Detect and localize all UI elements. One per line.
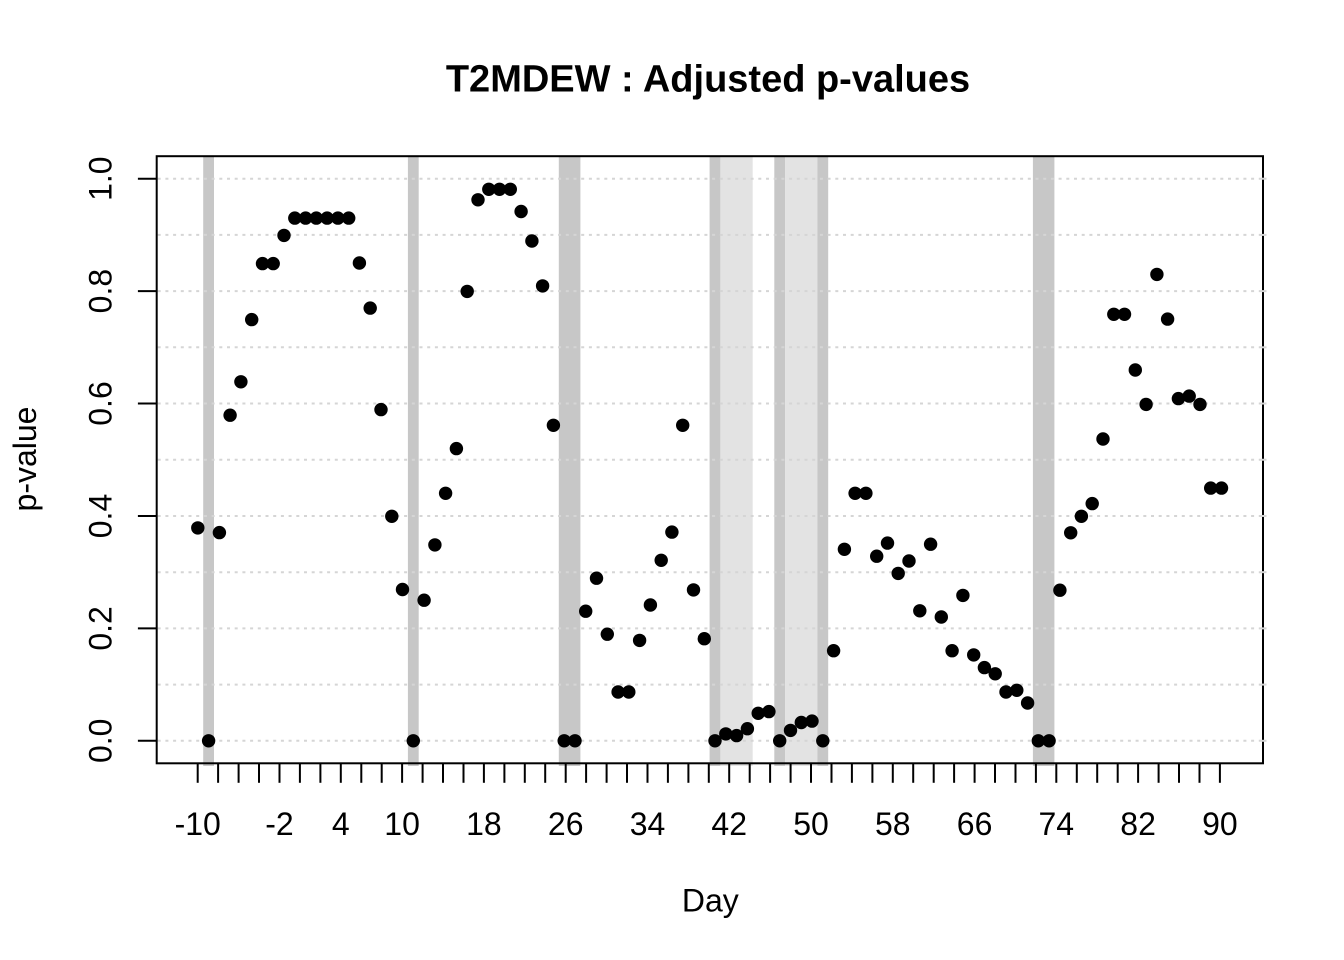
svg-text:42: 42 — [711, 806, 747, 842]
svg-text:4: 4 — [332, 806, 350, 842]
svg-text:10: 10 — [384, 806, 420, 842]
svg-text:-10: -10 — [175, 806, 221, 842]
svg-text:26: 26 — [548, 806, 584, 842]
svg-text:1.0: 1.0 — [83, 156, 119, 200]
svg-text:66: 66 — [957, 806, 993, 842]
svg-text:82: 82 — [1120, 806, 1156, 842]
svg-text:0.0: 0.0 — [83, 719, 119, 763]
svg-text:-2: -2 — [265, 806, 293, 842]
svg-text:90: 90 — [1202, 806, 1238, 842]
svg-text:50: 50 — [793, 806, 829, 842]
svg-text:58: 58 — [875, 806, 911, 842]
svg-text:18: 18 — [466, 806, 502, 842]
svg-text:p-value: p-value — [7, 407, 43, 512]
svg-text:34: 34 — [630, 806, 666, 842]
svg-text:0.8: 0.8 — [83, 269, 119, 313]
svg-text:0.4: 0.4 — [83, 494, 119, 538]
svg-text:T2MDEW : Adjusted p-values: T2MDEW : Adjusted p-values — [446, 59, 970, 101]
svg-text:0.2: 0.2 — [83, 606, 119, 650]
svg-text:0.6: 0.6 — [83, 381, 119, 425]
svg-text:Day: Day — [682, 882, 739, 918]
svg-text:74: 74 — [1039, 806, 1075, 842]
